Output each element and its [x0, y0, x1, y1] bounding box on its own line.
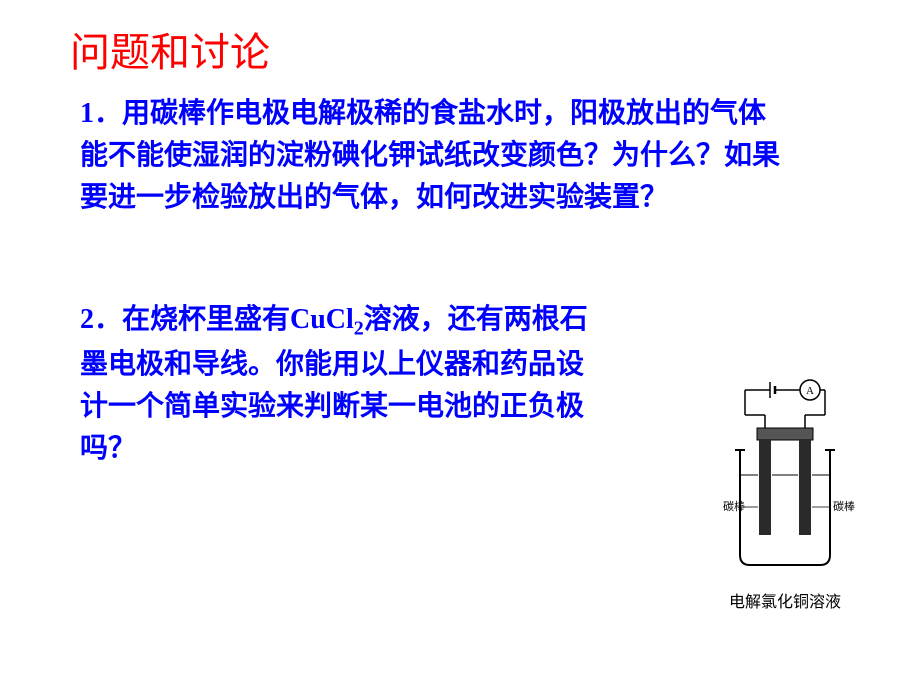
question-2-subscript: 2	[354, 318, 364, 340]
electrode-label-left: 碳棒	[723, 499, 745, 513]
svg-text:A: A	[806, 385, 814, 397]
diagram-caption: 电解氯化铜溶液	[729, 588, 841, 612]
question-1: 1．用碳棒作电极电解极稀的食盐水时，阳极放出的气体能不能使湿润的淀粉碘化钾试纸改…	[80, 93, 780, 219]
question-2-part1: 2．在烧杯里盛有CuCl	[80, 304, 354, 335]
electrolysis-diagram-container: A 碳棒 碳棒 电解氯化铜溶液	[705, 370, 865, 612]
electrode-label-right: 碳棒	[833, 499, 855, 513]
electrolysis-diagram: A 碳棒 碳棒	[715, 370, 855, 580]
question-2: 2．在烧杯里盛有CuCl2溶液，还有两根石墨电极和导线。你能用以上仪器和药品设计…	[80, 299, 610, 470]
section-title: 问题和讨论	[70, 20, 860, 78]
